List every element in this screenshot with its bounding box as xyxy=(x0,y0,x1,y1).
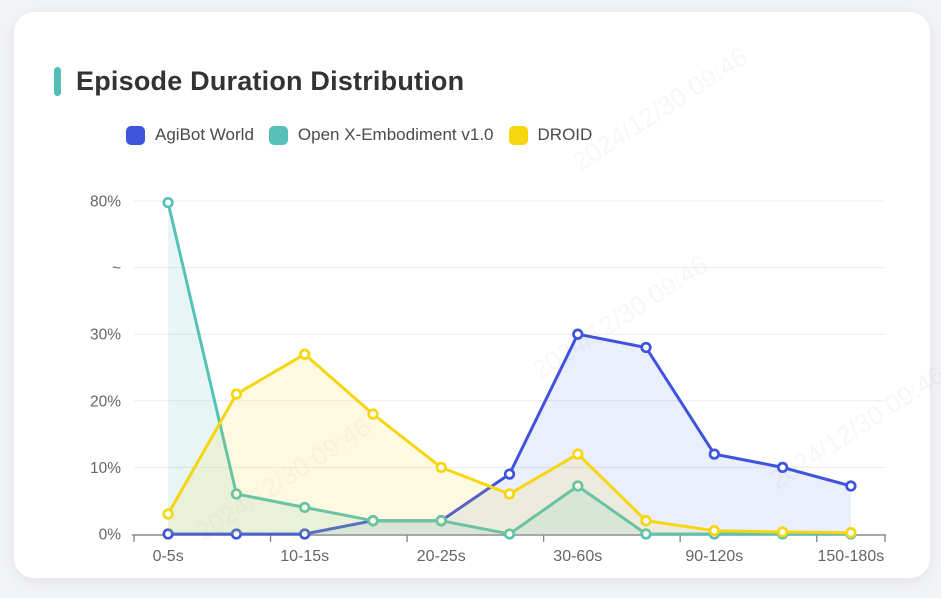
data-point-marker-droid[interactable] xyxy=(367,408,379,420)
chart-card: Episode Duration Distribution AgiBot Wor… xyxy=(14,12,941,578)
data-point-marker-droid[interactable] xyxy=(162,508,174,520)
legend-label-open-x-embodiment: Open X-Embodiment v1.0 xyxy=(297,125,494,144)
data-point-marker-agibot-world[interactable] xyxy=(230,528,243,540)
data-point-marker-open-x-embodiment-v1-0[interactable] xyxy=(503,528,516,540)
series-area-open-x-embodiment-v1-0 xyxy=(168,202,851,534)
y-axis-label: 20% xyxy=(90,393,121,410)
x-axis-label: 90-120s xyxy=(685,548,743,565)
legend-label-droid: DROID xyxy=(537,125,593,144)
x-axis-label: 150-180s xyxy=(818,548,885,565)
data-point-marker-open-x-embodiment-v1-0[interactable] xyxy=(640,528,652,540)
data-point-marker-droid[interactable] xyxy=(299,348,311,360)
data-point-marker-droid[interactable] xyxy=(503,488,516,500)
legend-item-agibot-world[interactable]: AgiBot World xyxy=(126,125,254,145)
data-point-marker-open-x-embodiment-v1-0[interactable] xyxy=(162,196,174,209)
legend-label-agibot-world: AgiBot World xyxy=(155,125,254,144)
y-axis-label: 30% xyxy=(90,327,121,344)
x-axis-label: 0-5s xyxy=(153,548,184,565)
x-axis-label: 20-25s xyxy=(417,548,466,565)
legend-swatch-open-x-embodiment xyxy=(268,125,288,145)
legend-item-droid[interactable]: DROID xyxy=(508,125,593,145)
data-point-marker-agibot-world[interactable] xyxy=(299,528,311,540)
x-axis-label: 10-15s xyxy=(280,548,329,565)
data-point-marker-open-x-embodiment-v1-0[interactable] xyxy=(572,480,584,492)
y-axis-label: 0% xyxy=(99,527,122,544)
data-point-marker-agibot-world[interactable] xyxy=(572,328,584,340)
data-point-marker-agibot-world[interactable] xyxy=(708,448,720,460)
legend-swatch-droid xyxy=(508,125,528,145)
y-axis-label: 80% xyxy=(90,194,121,211)
data-point-marker-agibot-world[interactable] xyxy=(503,468,516,480)
data-point-marker-droid[interactable] xyxy=(230,388,243,400)
data-point-marker-agibot-world[interactable] xyxy=(162,528,174,540)
data-point-marker-droid[interactable] xyxy=(776,526,789,538)
episode-duration-line-chart: 0% 10% 20% 30% ~80% 0-5s 10-15s 20-25s 30-60s 90-… xyxy=(90,194,886,565)
legend-item-open-x-embodiment[interactable]: Open X-Embodiment v1.0 xyxy=(268,125,494,145)
series-area-agibot-world xyxy=(168,334,851,534)
title-accent-bar xyxy=(54,67,61,96)
data-point-marker-droid[interactable] xyxy=(572,448,584,460)
data-point-marker-droid[interactable] xyxy=(435,461,447,474)
legend-swatch-agibot-world xyxy=(126,125,145,145)
y-axis-label: 10% xyxy=(90,460,121,477)
data-point-marker-open-x-embodiment-v1-0[interactable] xyxy=(435,515,447,527)
data-point-marker-agibot-world[interactable] xyxy=(640,341,652,354)
title-row: Episode Duration Distribution xyxy=(54,66,464,97)
chart-legend: AgiBot World Open X-Embodiment v1.0 DROI… xyxy=(126,125,592,145)
data-point-marker-droid[interactable] xyxy=(845,527,857,539)
series-area-droid xyxy=(168,354,851,534)
data-point-marker-droid[interactable] xyxy=(640,515,652,527)
x-axis-label: 30-60s xyxy=(553,548,602,565)
page-title: Episode Duration Distribution xyxy=(76,66,465,96)
data-point-marker-agibot-world[interactable] xyxy=(776,461,789,474)
data-point-marker-open-x-embodiment-v1-0[interactable] xyxy=(230,488,243,500)
data-point-marker-open-x-embodiment-v1-0[interactable] xyxy=(299,501,311,514)
data-point-marker-open-x-embodiment-v1-0[interactable] xyxy=(367,515,379,527)
y-axis-label: ~ xyxy=(112,260,121,277)
data-point-marker-droid[interactable] xyxy=(708,525,720,537)
data-point-marker-agibot-world[interactable] xyxy=(845,480,857,492)
